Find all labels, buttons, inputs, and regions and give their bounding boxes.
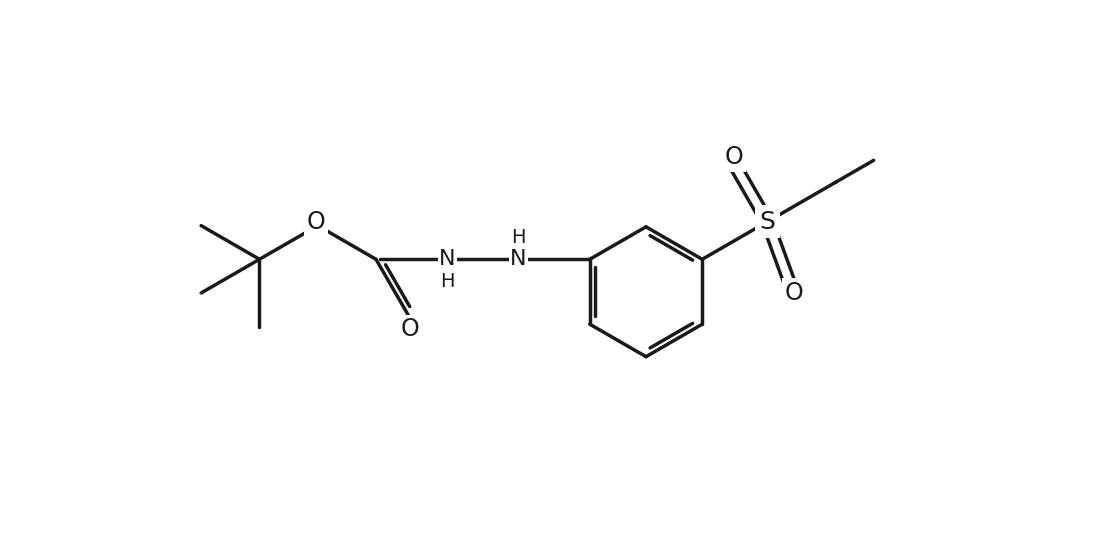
Text: O: O <box>724 145 743 169</box>
Text: H: H <box>511 228 526 247</box>
Text: O: O <box>785 281 803 305</box>
Text: N: N <box>510 249 527 269</box>
Text: H: H <box>440 272 454 291</box>
Text: O: O <box>400 317 419 341</box>
Text: O: O <box>306 210 325 234</box>
Text: N: N <box>439 249 455 269</box>
Text: S: S <box>759 210 776 234</box>
